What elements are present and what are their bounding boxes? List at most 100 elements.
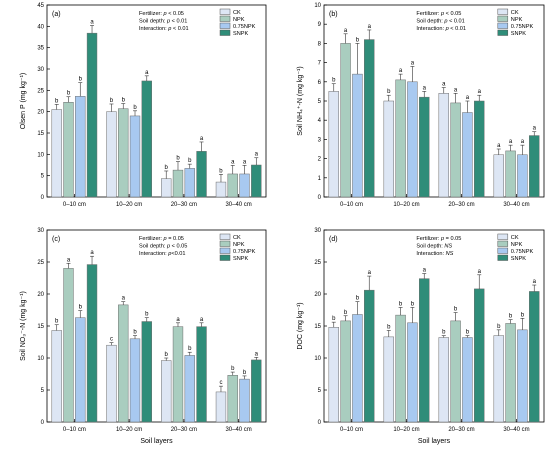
- bar: [172, 326, 184, 423]
- significance-letter: a: [145, 70, 149, 76]
- y-tick-label: 35: [37, 46, 44, 52]
- y-tick-label: 6: [318, 80, 322, 86]
- significance-letter: b: [55, 319, 59, 325]
- bar: [462, 112, 473, 198]
- y-tick-label: 4: [318, 118, 322, 124]
- legend-swatch: [497, 254, 509, 261]
- bar: [196, 151, 207, 198]
- bar: [505, 150, 516, 198]
- bar: [141, 321, 152, 423]
- legend-swatch: [219, 8, 231, 15]
- significance-letter: b: [466, 330, 470, 336]
- x-tick-label: 10–20 cm: [393, 202, 419, 208]
- bar: [395, 314, 406, 423]
- x-axis-title: Soil layers: [418, 438, 451, 445]
- bar: [251, 359, 262, 423]
- legend-swatch: [219, 233, 231, 240]
- y-axis-title: DOC (mg kg⁻¹): [297, 302, 304, 349]
- y-tick-label: 15: [37, 324, 44, 330]
- y-axis-title: Soil NH₄⁺-N (mg kg⁻¹): [297, 66, 304, 135]
- legend-swatch: [497, 247, 509, 254]
- legend-swatch: [497, 15, 509, 22]
- significance-letter: b: [411, 301, 415, 307]
- bar: [529, 135, 540, 198]
- legend-swatch: [497, 233, 509, 240]
- legend-swatch: [219, 29, 231, 36]
- panel-label: (c): [52, 236, 60, 243]
- legend-swatch: [497, 29, 509, 36]
- stats-line: Soil depth: NS: [416, 244, 452, 250]
- y-tick-label: 3: [318, 137, 322, 143]
- significance-letter: b: [387, 89, 391, 95]
- legend-label: NPK: [511, 242, 523, 248]
- legend-label: 0.75NPK: [233, 249, 256, 255]
- significance-letter: a: [533, 279, 537, 285]
- bar: [474, 288, 485, 423]
- legend-label: CK: [511, 10, 519, 16]
- significance-letter: b: [356, 296, 360, 302]
- significance-letter: a: [478, 269, 482, 275]
- bar: [106, 344, 117, 423]
- significance-letter: b: [79, 305, 83, 311]
- bar: [129, 115, 141, 198]
- bar: [340, 43, 351, 198]
- stats-line: Interaction: NS: [416, 251, 453, 257]
- significance-letter: a: [497, 143, 501, 149]
- significance-letter: b: [521, 312, 525, 318]
- bar: [462, 337, 473, 423]
- legend-label: 0.75NPK: [511, 24, 534, 30]
- legend-swatch: [497, 8, 509, 15]
- legend-swatch: [497, 22, 509, 29]
- significance-letter: a: [200, 136, 204, 142]
- bar: [75, 317, 86, 423]
- legend-label: 0.75NPK: [511, 249, 534, 255]
- significance-letter: b: [133, 330, 137, 336]
- stats-line: Fertilizer: p = 0.05: [139, 236, 184, 242]
- y-tick-label: 30: [37, 228, 44, 234]
- x-tick-label: 20–30 cm: [448, 202, 474, 208]
- stats-line: Soil depth: p < 0.01: [139, 19, 187, 25]
- significance-letter: b: [188, 158, 192, 164]
- bar: [86, 264, 98, 423]
- y-tick-label: 0: [318, 195, 322, 201]
- y-tick-label: 20: [37, 292, 44, 298]
- significance-letter: a: [67, 257, 71, 263]
- y-tick-label: 25: [314, 260, 321, 266]
- bar: [63, 102, 74, 198]
- significance-letter: a: [243, 159, 247, 165]
- bar: [86, 32, 98, 198]
- bar: [364, 289, 375, 423]
- legend-label: NPK: [233, 17, 245, 23]
- bar: [407, 81, 418, 198]
- legend-label: SNPK: [511, 31, 527, 37]
- panel-label: (a): [52, 11, 61, 18]
- significance-letter: b: [442, 330, 446, 336]
- bar: [51, 330, 62, 423]
- significance-letter: b: [243, 370, 247, 376]
- significance-letter: b: [165, 165, 169, 171]
- significance-letter: b: [110, 98, 114, 104]
- significance-letter: b: [387, 324, 391, 330]
- y-tick-label: 15: [37, 131, 44, 137]
- bar: [51, 109, 62, 198]
- bar: [196, 326, 207, 423]
- significance-letter: b: [399, 301, 403, 307]
- significance-letter: b: [219, 168, 223, 174]
- significance-letter: b: [454, 307, 458, 313]
- y-tick-label: 2: [318, 157, 322, 163]
- x-tick-label: 20–30 cm: [171, 427, 197, 433]
- y-axis-title: Soil NO₃⁻-N (mg kg⁻¹): [20, 291, 27, 361]
- x-tick-label: 30–40 cm: [225, 202, 251, 208]
- significance-letter: a: [344, 28, 348, 34]
- y-tick-label: 25: [37, 88, 44, 94]
- bar: [141, 80, 152, 198]
- legend-label: SNPK: [233, 256, 249, 262]
- significance-letter: b: [55, 98, 59, 104]
- x-tick-label: 0–10 cm: [340, 427, 363, 433]
- plot-frame: [46, 4, 267, 198]
- significance-letter: b: [79, 77, 83, 83]
- significance-letter: a: [90, 250, 94, 256]
- bar: [239, 378, 250, 423]
- bar: [450, 320, 461, 423]
- y-tick-label: 5: [41, 388, 45, 394]
